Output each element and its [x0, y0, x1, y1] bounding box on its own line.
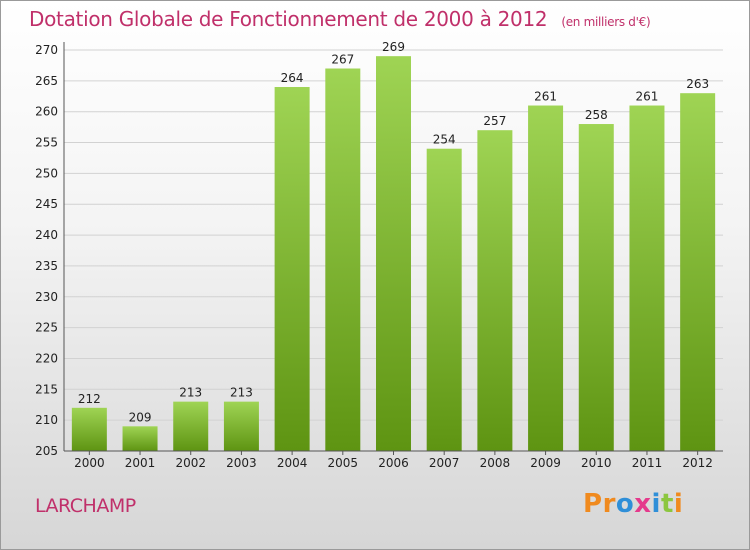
logo-letter: t [660, 489, 674, 519]
data-label: 267 [331, 53, 354, 67]
y-tick-label: 230 [35, 290, 58, 304]
y-tick-label: 235 [35, 259, 58, 273]
proxiti-logo[interactable]: Proxiti [583, 489, 683, 519]
logo-letter: r [602, 489, 616, 519]
y-tick-label: 220 [35, 351, 58, 365]
y-tick-label: 255 [35, 136, 58, 150]
x-tick-label: 2009 [530, 456, 561, 470]
bar [223, 401, 259, 451]
x-tick-label: 2010 [581, 456, 612, 470]
labels: 205 210 215 220 225 230 235 240 245 250 255 260 265 2… [35, 40, 713, 470]
y-tick-label: 270 [35, 43, 58, 57]
bar [578, 124, 614, 452]
data-label: 269 [382, 40, 405, 54]
y-tick-label: 265 [35, 74, 58, 88]
bar [325, 68, 361, 451]
title-text: Dotation Globale de Fonctionnement de 20… [29, 7, 548, 31]
data-label: 257 [483, 114, 506, 128]
data-label: 212 [78, 392, 101, 406]
bars [71, 56, 716, 452]
y-tick-label: 210 [35, 413, 58, 427]
y-tick-label: 260 [35, 105, 58, 119]
y-tick-label: 215 [35, 382, 58, 396]
data-label: 264 [281, 71, 304, 85]
chart-title: Dotation Globale de Fonctionnement de 20… [29, 7, 651, 31]
logo-letter: i [651, 489, 661, 519]
data-label: 261 [636, 90, 659, 104]
x-tick-label: 2012 [682, 456, 713, 470]
bar [376, 56, 411, 452]
data-label: 254 [433, 133, 456, 147]
x-tick-label: 2000 [74, 456, 105, 470]
bar [528, 105, 564, 452]
data-label: 213 [179, 386, 202, 400]
x-tick-label: 2005 [328, 456, 359, 470]
data-label: 209 [129, 410, 152, 424]
y-tick-label: 205 [35, 444, 58, 458]
y-tick-label: 225 [35, 321, 58, 335]
bar [629, 105, 665, 452]
bar [426, 148, 462, 451]
bar [477, 130, 513, 451]
x-tick-label: 2007 [429, 456, 460, 470]
x-tick-label: 2011 [632, 456, 663, 470]
y-tick-label: 250 [35, 166, 58, 180]
logo-letter: i [673, 489, 684, 519]
logo-letter: P [583, 489, 603, 519]
place-name: LARCHAMP [35, 495, 136, 517]
bar [122, 426, 158, 451]
data-label: 258 [585, 108, 608, 122]
y-tick-label: 240 [35, 228, 58, 242]
x-tick-label: 2006 [378, 456, 409, 470]
y-tick-label: 245 [35, 197, 58, 211]
x-tick-label: 2003 [226, 456, 257, 470]
bar [680, 93, 716, 451]
x-tick-label: 2008 [480, 456, 511, 470]
x-tick-label: 2001 [125, 456, 156, 470]
chart-unit: (en milliers d'€) [561, 15, 651, 29]
axes [63, 42, 723, 455]
bar [71, 407, 107, 451]
x-tick-label: 2002 [175, 456, 206, 470]
bar [274, 87, 310, 451]
data-label: 213 [230, 386, 253, 400]
data-label: 263 [686, 77, 709, 91]
logo-letter: x [634, 489, 652, 519]
bar [173, 401, 209, 451]
data-label: 261 [534, 90, 557, 104]
x-tick-label: 2004 [277, 456, 308, 470]
logo-letter: o [615, 489, 635, 519]
